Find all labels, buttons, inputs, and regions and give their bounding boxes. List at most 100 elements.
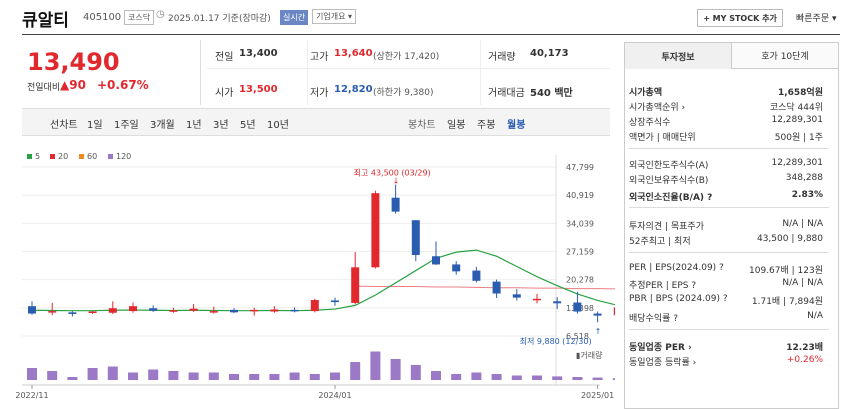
volume-bar <box>67 377 78 380</box>
info-label: PER | EPS(2024.09) ? <box>629 263 724 273</box>
volume-bar <box>148 369 159 380</box>
legend-swatch <box>108 154 113 159</box>
info-value: 12,289,301 <box>771 115 823 125</box>
candle-chart-label: 봉차트 <box>408 120 436 131</box>
company-overview-dropdown[interactable]: 기업개요 ▾ <box>312 9 356 24</box>
volume-bar <box>532 375 542 380</box>
candle-body <box>391 197 400 212</box>
period-3y[interactable]: 3년 <box>213 120 229 131</box>
x-tick-label: 2022/11 <box>15 391 48 400</box>
candle-body <box>533 298 541 301</box>
candle-body <box>310 300 319 312</box>
candle-body <box>68 312 77 314</box>
high-value: 13,640 <box>334 48 373 59</box>
amount-value: 540 백만 <box>530 88 573 99</box>
candle-body <box>169 310 178 312</box>
legend-label: 20 <box>58 152 68 161</box>
change-value: ▲90 <box>60 78 86 92</box>
legend-label: 60 <box>87 152 97 161</box>
volume-bar <box>572 377 583 380</box>
y-tick-label: 6,518 <box>566 332 589 341</box>
volume-bar <box>128 372 138 380</box>
period-monthly[interactable]: 월봉 <box>507 120 526 131</box>
candle-body <box>48 311 57 313</box>
candle-body <box>371 193 380 268</box>
candle-body <box>553 301 562 304</box>
candle-body <box>351 267 360 303</box>
candle-body <box>250 309 259 312</box>
candle-body <box>270 309 279 312</box>
open-label: 시가 <box>215 88 234 99</box>
period-10y[interactable]: 10년 <box>267 120 289 131</box>
info-label: PBR | BPS (2024.09) ? <box>629 294 728 304</box>
info-label: 배당수익률 ? <box>629 314 679 324</box>
low-arrow-icon: ↑ <box>595 327 602 336</box>
header-divider <box>22 34 840 35</box>
market-badge: 코스닥 <box>124 10 155 25</box>
volume-bar <box>592 377 603 380</box>
info-label: 외국인한도주식수(A) <box>629 161 709 171</box>
volume-bar <box>249 374 260 380</box>
stock-code: 405100 <box>83 12 122 23</box>
period-5y[interactable]: 5년 <box>240 120 256 131</box>
info-label: 상장주식수 <box>629 118 671 128</box>
period-1y[interactable]: 1년 <box>186 120 202 131</box>
candle-body <box>492 281 501 294</box>
candle-body <box>512 294 521 298</box>
info-value: 1,658억원 <box>777 88 823 98</box>
volume-bar <box>269 374 280 380</box>
volume-bar <box>87 368 98 380</box>
tab-order-book[interactable]: 호가 10단계 <box>731 43 838 69</box>
candle-body <box>452 264 461 272</box>
legend-swatch <box>79 154 84 159</box>
y-tick-label: 40,919 <box>566 191 594 200</box>
x-tick-label: 2024/01 <box>318 391 351 400</box>
low-annotation: 최저 9,880 (12/30) <box>520 336 592 346</box>
ma20-line <box>355 285 615 290</box>
candle-body <box>573 302 582 312</box>
info-label: 시가총액순위 › <box>629 103 686 113</box>
info-value: 109.67배 | 123원 <box>749 266 823 276</box>
period-3m[interactable]: 3개월 <box>150 120 175 131</box>
candle-body <box>290 309 299 312</box>
open-value: 13,500 <box>239 84 278 95</box>
volume-bar <box>330 372 340 380</box>
high-annotation: 최고 43,500 (03/29) <box>354 168 431 178</box>
base-date: 2025.01.17 기준(장마감) <box>168 14 271 24</box>
quote-sep-2 <box>480 40 481 105</box>
volume-bar <box>208 372 219 380</box>
info-value: N/A | N/A <box>782 278 823 288</box>
volume-bar <box>390 359 401 380</box>
info-divider <box>629 207 829 208</box>
tab-invest-info[interactable]: 투자정보 <box>625 43 731 69</box>
period-weekly[interactable]: 주봉 <box>477 120 496 131</box>
period-1w[interactable]: 1주일 <box>114 120 139 131</box>
info-value: N/A <box>807 311 823 321</box>
add-mystock-label: + MY STOCK 추가 <box>703 13 777 23</box>
info-value: 12.23배 <box>786 343 823 353</box>
volume-label: ▮거래량 <box>576 350 603 360</box>
legend-label: 5 <box>35 152 40 161</box>
prev-value: 13,400 <box>239 48 278 59</box>
quote-sep-1 <box>307 40 308 105</box>
candle-body <box>432 256 440 265</box>
add-mystock-button[interactable]: + MY STOCK 추가 <box>697 9 783 27</box>
volume-bar <box>511 375 522 380</box>
period-daily[interactable]: 일봉 <box>447 120 466 131</box>
realtime-button[interactable]: 실시간 <box>280 10 309 25</box>
quick-order-dropdown[interactable]: 빠른주문 ▾ <box>796 14 837 24</box>
volume-bar <box>27 368 37 380</box>
info-divider <box>629 252 829 253</box>
volume-bar <box>552 376 563 380</box>
legend-swatch <box>50 154 55 159</box>
candle-body <box>129 306 137 312</box>
volume-bar <box>451 374 462 380</box>
prev-label: 전일 <box>215 52 234 63</box>
period-1d[interactable]: 1일 <box>87 120 103 131</box>
y-tick-label: 20,278 <box>566 276 594 285</box>
candle-body <box>230 309 238 313</box>
candle-body <box>593 313 602 316</box>
current-price: 13,490 <box>27 48 120 76</box>
candle-body <box>209 311 218 313</box>
info-label: 외국인소진율(B/A) ? <box>629 193 713 203</box>
